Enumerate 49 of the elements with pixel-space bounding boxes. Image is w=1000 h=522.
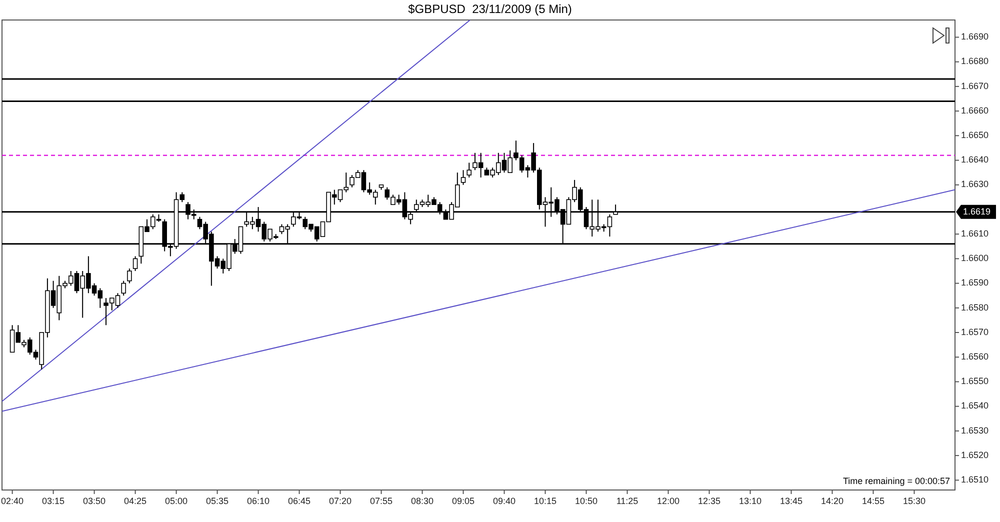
y-tick-label: 1.6690 <box>961 32 989 42</box>
x-tick-label: 05:35 <box>206 496 229 506</box>
x-tick-label: 13:45 <box>780 496 803 506</box>
y-tick-label: 1.6540 <box>961 400 989 411</box>
y-tick-label: 1.6590 <box>961 278 989 288</box>
y-tick-label: 1.6600 <box>961 253 989 264</box>
y-tick-label: 1.6530 <box>961 425 989 436</box>
x-tick-label: 06:45 <box>288 496 311 506</box>
y-tick-label: 1.6560 <box>961 351 989 362</box>
y-tick-label: 1.6680 <box>961 56 989 66</box>
y-tick-label: 1.6640 <box>961 154 989 165</box>
candlestick <box>132 256 138 272</box>
x-tick-label: 13:10 <box>738 496 762 506</box>
x-tick-label: 12:00 <box>656 496 680 506</box>
x-tick-label: 10:15 <box>534 496 557 506</box>
y-tick-label: 1.6670 <box>961 80 989 91</box>
x-tick-label: 10:50 <box>574 496 598 506</box>
ref-line-label: 1.6619 <box>963 206 991 216</box>
x-tick-label: 09:40 <box>493 496 516 506</box>
y-tick-label: 1.6660 <box>961 105 989 116</box>
x-tick-label: 06:10 <box>247 496 270 506</box>
y-tick-label: 1.6580 <box>961 302 989 312</box>
y-tick-label: 1.6570 <box>961 326 989 337</box>
annotation: Time remaining = 00:00:57 <box>843 476 950 486</box>
x-tick-label: 03:15 <box>42 496 65 506</box>
x-tick-label: 02:40 <box>1 496 24 506</box>
y-tick-label: 1.6650 <box>961 130 989 140</box>
x-tick-label: 14:20 <box>820 496 844 506</box>
candlestick <box>127 268 132 284</box>
y-tick-label: 1.6550 <box>961 376 989 386</box>
x-tick-label: 07:55 <box>370 496 393 506</box>
chart-title: $GBPUSD 23/11/2009 (5 Min) <box>408 2 572 16</box>
x-tick-label: 07:20 <box>329 496 352 506</box>
candlestick <box>460 170 466 186</box>
y-tick-label: 1.6630 <box>961 179 989 190</box>
y-tick-label: 1.6610 <box>961 228 989 238</box>
x-tick-label: 09:05 <box>452 496 475 506</box>
x-tick-label: 03:50 <box>83 496 106 506</box>
candlestick <box>121 280 126 296</box>
x-tick-label: 04:25 <box>124 496 147 506</box>
candlestick <box>466 162 472 178</box>
x-tick-label: 14:55 <box>862 496 885 506</box>
x-tick-label: 08:30 <box>411 496 434 506</box>
x-tick-label: 05:00 <box>165 496 188 506</box>
y-tick-label: 1.6520 <box>961 450 989 460</box>
x-tick-label: 15:30 <box>902 496 926 506</box>
x-tick-label: 12:35 <box>698 496 721 506</box>
y-tick-label: 1.6510 <box>961 474 989 485</box>
x-tick-label: 11:25 <box>616 496 638 506</box>
